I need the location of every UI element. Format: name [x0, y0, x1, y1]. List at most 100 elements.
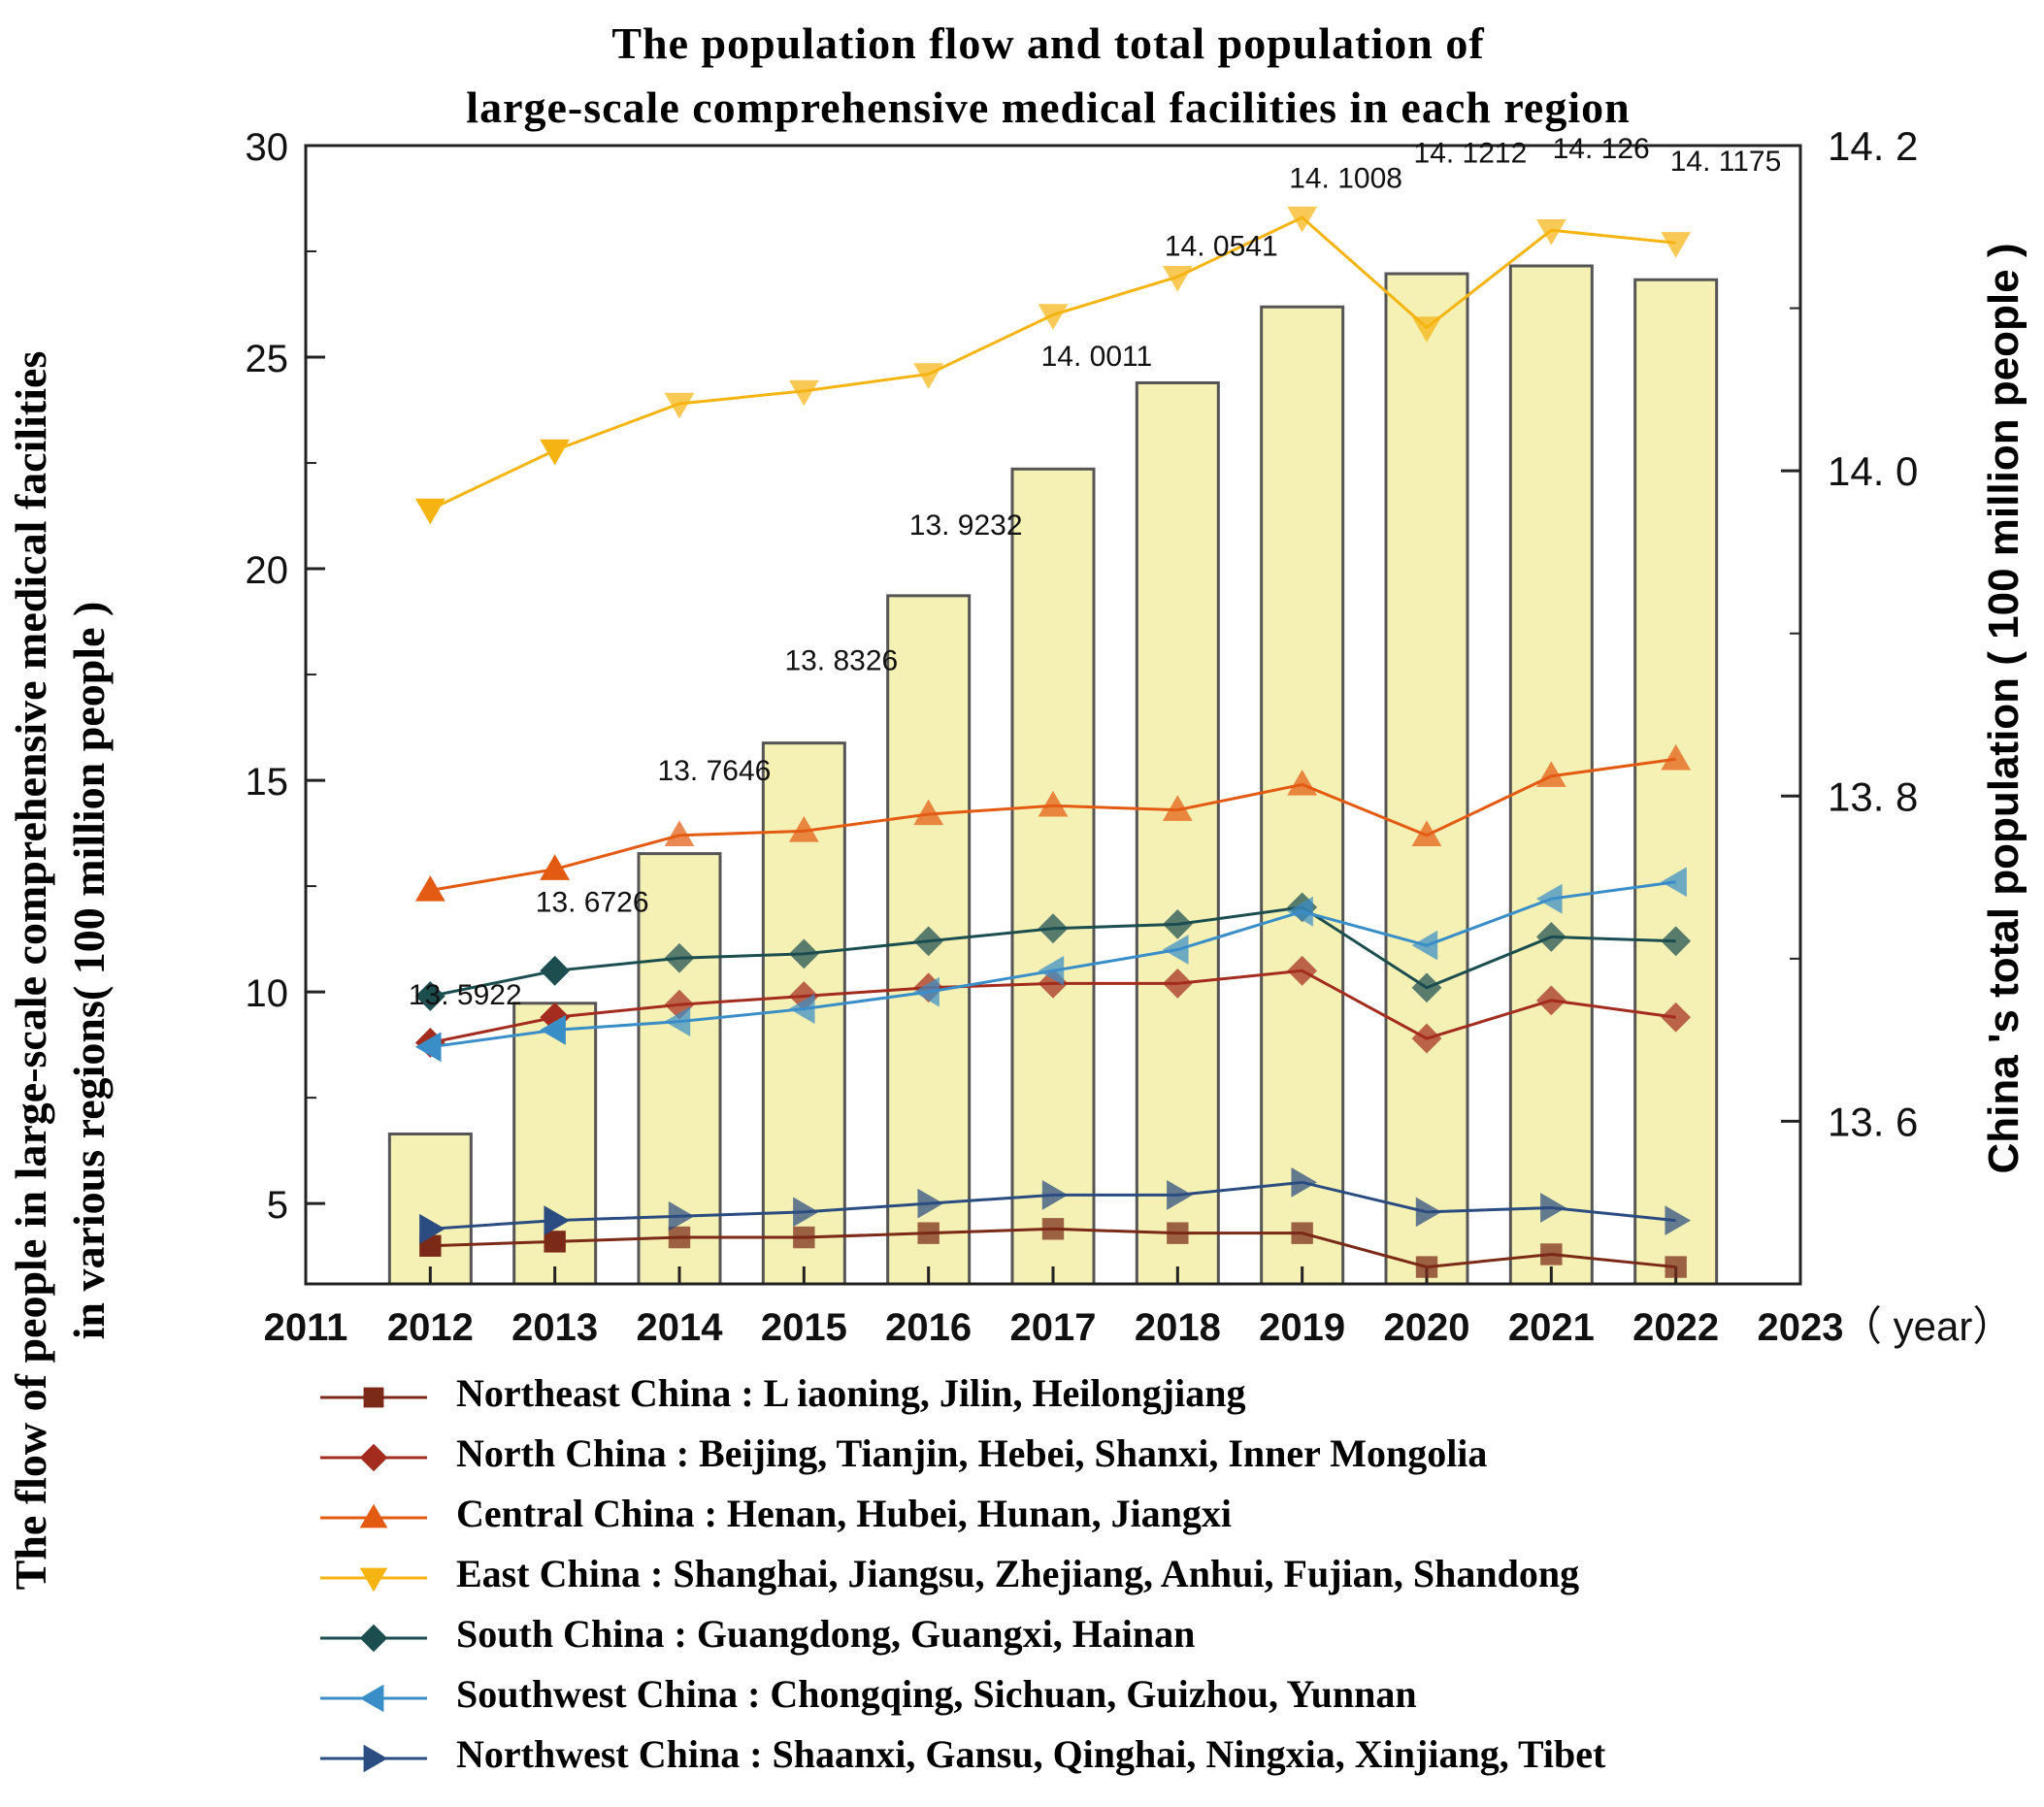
series-6-point-2013: [544, 1205, 571, 1235]
bar-label-2019: 14. 1008: [1289, 163, 1402, 195]
legend-label: North China : Beijing, Tianjin, Hebei, S…: [456, 1431, 1488, 1475]
series-1-point-2022: [1661, 1002, 1692, 1033]
bar-label-2015: 13. 8326: [784, 645, 898, 677]
series-5-point-2019: [1287, 896, 1313, 927]
series-2-point-2012: [414, 875, 445, 902]
chart-plot: 5 10 15 20 25 30 13. 6 13. 8 14. 0 14. 2 2011 2012 2…: [246, 123, 2014, 1349]
series-6-point-2021: [1540, 1193, 1566, 1223]
series-2-point-2019: [1287, 770, 1318, 796]
series-2-point-2021: [1535, 761, 1566, 787]
series-5-point-2020: [1411, 930, 1438, 961]
legend-marker-4: [359, 1624, 388, 1653]
series-5-point-2012: [414, 1032, 442, 1063]
bar-2012: [387, 1132, 473, 1286]
x-tick-label-2017: 2017: [1010, 1306, 1097, 1349]
series-3-point-2018: [1162, 265, 1193, 292]
bar-label-2016: 13. 9232: [909, 509, 1023, 542]
x-tick-label-2019: 2019: [1259, 1306, 1345, 1349]
series-5-point-2013: [540, 1014, 566, 1045]
y-right-tick-label-2: 14. 0: [1828, 448, 1918, 494]
series-4-point-2022: [1661, 926, 1692, 957]
y-left-tick-label-10: 10: [246, 972, 289, 1015]
series-3-point-2014: [664, 392, 695, 419]
series-1-point-2021: [1535, 985, 1566, 1016]
legend-marker-2: [359, 1503, 388, 1528]
series-1-point-2013: [540, 1002, 571, 1033]
series-4-point-2021: [1535, 922, 1566, 952]
x-tick-label-2018: 2018: [1135, 1306, 1221, 1349]
series-4-point-2017: [1038, 913, 1069, 944]
bar-label-2012: 13. 5922: [409, 979, 522, 1011]
legend-marker-3: [359, 1567, 388, 1593]
series-2-point-2018: [1162, 795, 1193, 821]
bar-label-2013: 13. 6726: [536, 886, 649, 918]
x-tick-label-2011: 2011: [264, 1306, 348, 1349]
legend-swatch-2: [320, 1503, 427, 1528]
legend-swatch-1: [320, 1443, 427, 1472]
series-4-point-2018: [1162, 908, 1193, 939]
bar-label-2018: 14. 0541: [1165, 230, 1278, 262]
series-0-point-2016: [917, 1222, 940, 1244]
series-2-point-2017: [1038, 790, 1069, 817]
x-tick-label-2022: 2022: [1632, 1306, 1719, 1349]
legend-label: Northeast China : L iaoning, Jilin, Heil…: [456, 1371, 1246, 1415]
legend-marker-5: [359, 1684, 384, 1713]
legend-swatch-5: [320, 1684, 427, 1713]
series-0-point-2015: [793, 1226, 815, 1249]
legend-swatch-4: [320, 1624, 427, 1653]
series-3-point-2012: [414, 498, 445, 525]
series-0-point-2013: [544, 1231, 566, 1253]
series-5-point-2017: [1038, 955, 1065, 986]
x-tick-label-2014: 2014: [637, 1306, 724, 1349]
bar-label-2021: 14. 126: [1553, 133, 1650, 165]
series-4-point-2020: [1411, 972, 1442, 1003]
series-4-point-2016: [913, 926, 944, 957]
bar-label-2014: 13. 7646: [658, 755, 772, 787]
y-left-tick-label-5: 5: [267, 1184, 288, 1227]
series-1-point-2018: [1162, 968, 1193, 999]
series-1-point-2019: [1287, 955, 1318, 986]
x-tick-label-2015: 2015: [761, 1306, 847, 1349]
x-tick-label-2023: 2023: [1758, 1306, 1844, 1349]
legend-label: Northwest China : Shaanxi, Gansu, Qingha…: [456, 1732, 1606, 1776]
y-right-tick-label-1: 13. 8: [1828, 773, 1918, 819]
x-tick-label-2020: 2020: [1384, 1306, 1470, 1349]
series-5-point-2015: [788, 994, 815, 1024]
series-6-point-2014: [668, 1200, 695, 1232]
series-3-point-2016: [913, 363, 944, 389]
series-5-point-2016: [913, 976, 940, 1007]
x-tick-label-2021: 2021: [1508, 1306, 1595, 1349]
y-left-tick-label-30: 30: [246, 126, 289, 169]
series-3-point-2022: [1661, 232, 1692, 258]
series-0-point-2014: [668, 1226, 691, 1249]
x-axis-unit-label: （ year）: [1841, 1303, 2013, 1349]
bar-2017: [1010, 467, 1096, 1286]
series-5-point-2018: [1162, 935, 1189, 965]
bar-label-2020: 14. 1212: [1414, 137, 1528, 169]
legend-marker-6: [363, 1744, 388, 1773]
series-6-point-2019: [1291, 1166, 1318, 1198]
y-left-tick-label-15: 15: [246, 761, 289, 804]
series-3-point-2013: [540, 439, 571, 466]
legend-marker-1: [359, 1443, 388, 1472]
y-left-tick-label-20: 20: [246, 549, 289, 592]
legend-swatch-3: [320, 1567, 427, 1593]
series-6-point-2018: [1167, 1180, 1193, 1210]
series-0-point-2020: [1415, 1256, 1438, 1278]
series-2-point-2013: [540, 854, 571, 880]
bar-2020: [1384, 272, 1469, 1286]
series-2-point-2020: [1411, 820, 1442, 846]
series-3-point-2020: [1411, 316, 1442, 343]
series-6-point-2012: [419, 1213, 445, 1244]
chart-title-line1: The population flow and total population…: [611, 18, 1485, 68]
bar-2018: [1135, 380, 1220, 1286]
series-5-point-2021: [1535, 883, 1563, 914]
legend-swatch-6: [320, 1744, 427, 1773]
series-4-point-2014: [664, 942, 695, 973]
series-4-point-2012: [414, 981, 445, 1011]
bar-label-2022: 14. 1175: [1670, 146, 1782, 178]
series-6-point-2016: [917, 1188, 944, 1219]
legend-label: Central China : Henan, Hubei, Hunan, Jia…: [456, 1492, 1233, 1535]
y-right-tick-label-0: 13. 6: [1828, 1099, 1918, 1144]
series-6-point-2020: [1415, 1197, 1442, 1228]
